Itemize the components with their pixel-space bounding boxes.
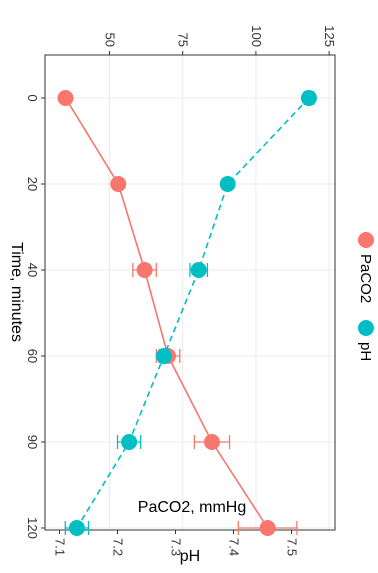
paco2-tick-label: 125 (322, 25, 337, 47)
ph-line (76, 97, 310, 529)
ph-point (155, 348, 172, 364)
x-tick-label: 120 (25, 517, 40, 539)
paco2-tick-labels: 50 75 100 125 (102, 25, 337, 55)
legend-ph-key (358, 320, 374, 336)
ph-tick-label: 7.4 (227, 538, 242, 556)
ph-point (300, 90, 317, 106)
ph-tick-label: 7.5 (285, 538, 300, 556)
ph-tick-label: 7.3 (169, 538, 184, 556)
paco2-tick-label: 100 (249, 25, 264, 47)
x-tick-label: 40 (25, 263, 40, 277)
paco2-point (203, 434, 220, 450)
x-axis-title: Time, minutes (8, 242, 25, 342)
paco2-point (259, 520, 276, 536)
legend: PaCO2 pH (357, 232, 374, 361)
legend-ph-label: pH (357, 342, 374, 361)
paco2-axis-title: PaCO2, mmHg (138, 499, 246, 516)
ph-tick-labels: 7.1 7.2 7.3 7.4 7.5 (53, 530, 300, 556)
paco2-point (110, 176, 127, 192)
series-layer (57, 90, 317, 536)
x-tick-label: 60 (25, 349, 40, 363)
x-tick-label: 0 (25, 94, 40, 101)
paco2-line (64, 97, 269, 529)
ph-tick-label: 7.1 (53, 538, 68, 556)
x-tick-labels: 0 20 40 60 90 120 (25, 94, 45, 539)
ph-point (68, 520, 85, 536)
ph-point (190, 262, 207, 278)
paco2-tick-label: 50 (102, 33, 117, 47)
x-tick-label: 20 (25, 177, 40, 191)
paco2-tick-label: 75 (176, 33, 191, 47)
legend-paco2-label: PaCO2 (357, 254, 374, 303)
ph-point (219, 176, 236, 192)
grid (44, 54, 336, 531)
ph-tick-label: 7.2 (111, 538, 126, 556)
panel-border (44, 54, 336, 531)
legend-paco2-key (358, 232, 374, 248)
ph-point (121, 434, 138, 450)
x-tick-label: 90 (25, 435, 40, 449)
paco2-point (136, 262, 153, 278)
ph-axis-title: pH (180, 548, 200, 565)
paco2-point (57, 90, 74, 106)
